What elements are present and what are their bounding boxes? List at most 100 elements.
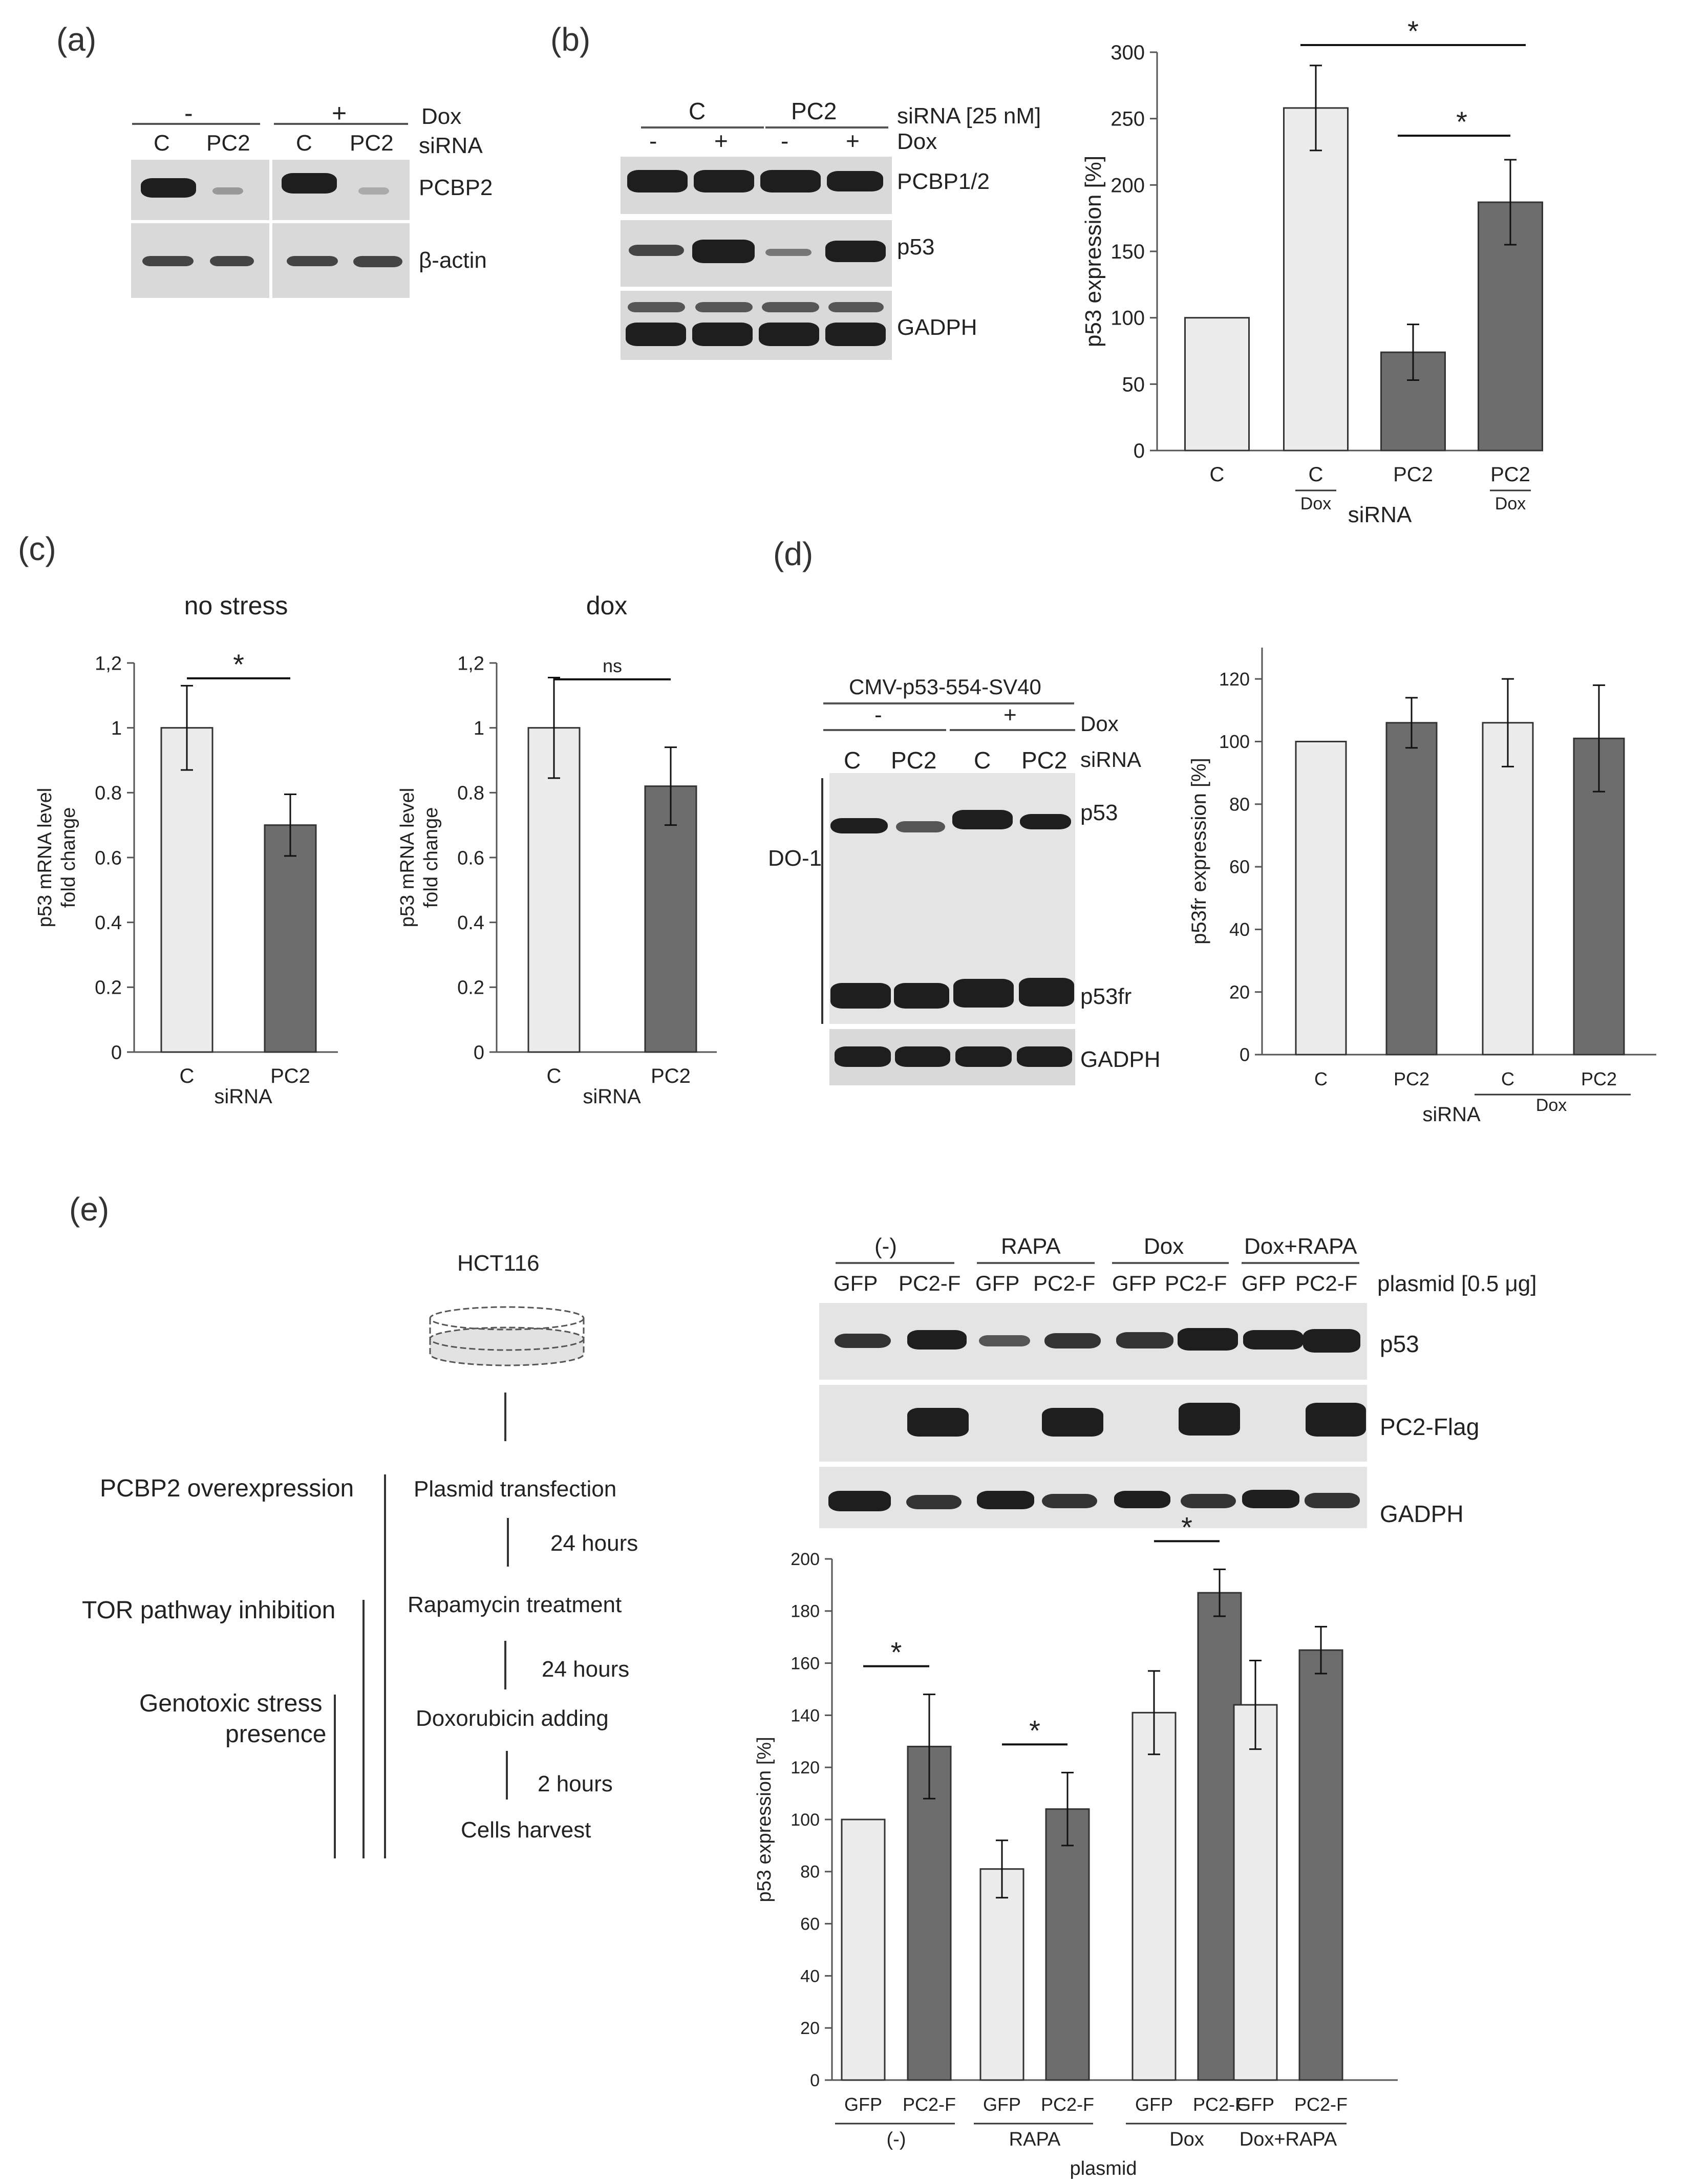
p53fr-label: p53fr — [1080, 984, 1132, 1009]
western-band — [1303, 1329, 1360, 1353]
y-axis-label: p53 mRNA level — [34, 788, 56, 927]
western-band — [287, 256, 338, 266]
western-band — [977, 1491, 1034, 1509]
gadph-label: GADPH — [1080, 1047, 1161, 1072]
dox-line — [950, 729, 1075, 731]
western-band — [760, 170, 821, 192]
western-band — [626, 323, 686, 346]
panel-label-b: (b) — [550, 21, 591, 58]
x-tick-label: PC2 — [270, 1065, 310, 1087]
culture-dish-icon — [429, 1306, 585, 1366]
group-label: PC2 — [791, 98, 837, 124]
group-line — [1112, 1262, 1229, 1264]
time-label: 24 hours — [550, 1531, 638, 1556]
bar — [979, 1868, 1024, 2081]
y-tick-label: 0 — [1240, 1044, 1250, 1065]
western-band — [828, 1491, 891, 1511]
western-band — [762, 302, 819, 312]
x-tick-label: C — [1309, 463, 1323, 486]
step-label: Cells harvest — [461, 1817, 591, 1843]
pcbp12-label: PCBP1/2 — [897, 169, 990, 194]
bar — [841, 1818, 886, 2081]
lane-label: PC2 — [1021, 747, 1067, 774]
western-band — [1305, 1493, 1360, 1508]
y-tick-label: 120 — [1219, 669, 1250, 690]
y-axis-label: p53 mRNA level — [397, 788, 418, 927]
western-band — [692, 323, 753, 346]
group-line — [641, 126, 764, 129]
significance-label: * — [891, 1636, 902, 1668]
sirna-conc-label: siRNA [25 nM] — [897, 103, 1041, 129]
y-tick-label: 200 — [791, 1550, 820, 1569]
y-tick-label: 40 — [800, 1966, 820, 1986]
y-axis-label: fold change — [420, 807, 442, 908]
y-axis-label: p53 expression [%] — [754, 1737, 775, 1902]
group-line — [977, 1262, 1095, 1264]
western-band — [895, 1046, 950, 1067]
western-band — [825, 323, 886, 346]
y-tick-label: 120 — [791, 1758, 820, 1778]
y-tick-label: 0 — [810, 2071, 820, 2090]
bar — [1045, 1808, 1090, 2081]
bar — [1184, 317, 1250, 452]
dox-lane: - — [781, 127, 789, 154]
y-tick-label: 0.8 — [95, 783, 122, 804]
y-tick-label: 50 — [1122, 373, 1145, 396]
western-band — [1242, 1490, 1299, 1508]
western-band — [1042, 1408, 1103, 1437]
x-tick-label: GFP — [844, 2094, 882, 2115]
bar — [1385, 722, 1438, 1056]
timeline-bar — [362, 1600, 365, 1858]
y-tick-label: 250 — [1111, 108, 1145, 131]
pc2-flag-label: PC2-Flag — [1380, 1414, 1480, 1440]
y-tick-label: 0.2 — [95, 977, 122, 999]
y-tick-label: 0.4 — [95, 912, 122, 934]
y-tick-label: 40 — [1229, 919, 1250, 940]
flow-line — [504, 1641, 506, 1689]
x-tick-label: C — [547, 1065, 562, 1087]
sirna-label: siRNA — [419, 133, 483, 158]
x-axis-label: plasmid — [1070, 2158, 1137, 2179]
significance-label: * — [1407, 15, 1419, 47]
western-band — [1178, 1328, 1238, 1351]
western-band — [695, 302, 753, 312]
x-tick-label: C — [180, 1065, 195, 1087]
step-label: Rapamycin treatment — [408, 1592, 622, 1617]
x-tick-label: PC2 — [1581, 1068, 1617, 1089]
dox-plus-label: + — [1003, 702, 1017, 727]
do1-label: DO-1 — [768, 846, 822, 871]
y-tick-label: 160 — [791, 1654, 820, 1674]
y-tick-label: 100 — [1219, 731, 1250, 752]
western-band — [894, 983, 949, 1009]
sirna-label: siRNA — [1080, 747, 1142, 772]
y-tick-label: 60 — [800, 1915, 820, 1934]
panel-label-c: (c) — [18, 530, 56, 567]
flow-line — [507, 1518, 509, 1567]
western-band — [907, 1408, 969, 1437]
chart-title: no stress — [184, 591, 288, 620]
x-axis-label: siRNA — [214, 1085, 272, 1108]
group-label: C — [689, 98, 706, 124]
bar — [1283, 107, 1349, 452]
western-band — [827, 171, 883, 191]
gadph-label: GADPH — [897, 315, 977, 340]
y-tick-label: 0 — [474, 1042, 484, 1063]
y-tick-label: 100 — [1111, 307, 1145, 330]
y-axis-label: fold change — [58, 807, 79, 908]
western-band — [1243, 1330, 1304, 1350]
step-genotoxic-label: Genotoxic stress — [139, 1690, 323, 1717]
western-band — [628, 302, 685, 312]
significance-label: * — [1029, 1714, 1040, 1746]
group-line — [765, 126, 888, 129]
x-axis-label: siRNA — [1422, 1103, 1481, 1126]
significance-label: * — [1181, 1511, 1192, 1543]
cell-line-label: HCT116 — [457, 1251, 540, 1276]
group-label: Dox — [1536, 1096, 1567, 1115]
x-tick-sublabel: Dox — [1495, 494, 1526, 513]
lane-label: C — [296, 131, 312, 156]
y-tick-label: 80 — [1229, 794, 1250, 815]
dox-minus-label: - — [874, 702, 882, 727]
western-band — [906, 1495, 962, 1509]
x-tick-label: PC2 — [651, 1065, 691, 1087]
group-label: (-) — [887, 2129, 906, 2150]
